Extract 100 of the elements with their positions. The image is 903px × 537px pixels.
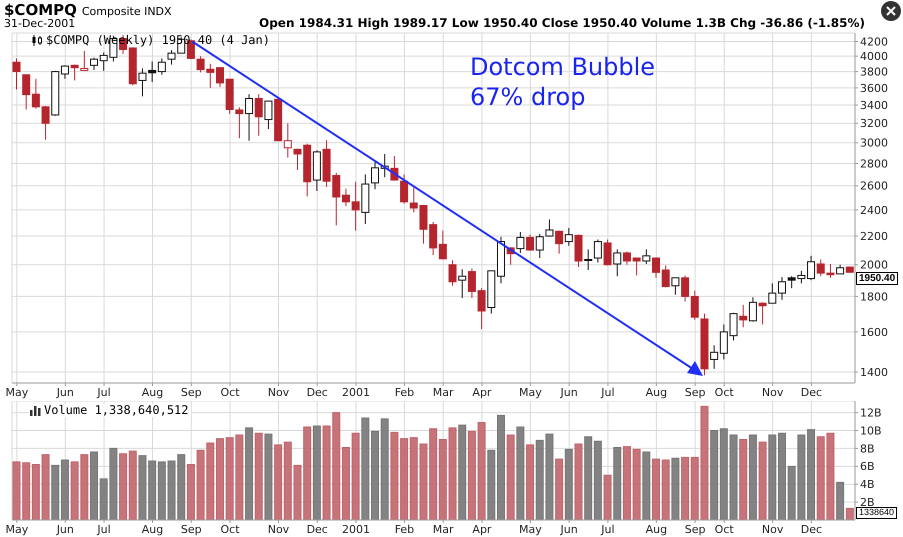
bar [516,426,524,520]
x-tick-label: May [5,522,29,536]
x-tick-label: Sep [180,386,202,399]
bar [274,444,282,520]
x-tick-label: Apr [472,522,492,536]
text: 1338640 [859,507,894,518]
y-tick-label: 2800 [860,157,888,170]
y-tick-label: 6B [860,460,875,474]
y-tick-label: 2200 [860,230,888,243]
y-tick-label: 2B [860,496,875,510]
bar [80,454,88,520]
candlestick [526,234,534,252]
bar [613,447,622,520]
bar [70,461,79,520]
bar [254,432,263,520]
candlestick [826,263,834,278]
y-tick-label: 2000 [860,258,888,272]
x-tick-label: 2001 [342,522,370,536]
x-tick-label: May [5,386,29,399]
candlestick [836,264,844,274]
y-tick-label: 1800 [860,290,888,304]
x-tick-label: Jul [96,386,111,399]
x-tick-label: Dec [800,522,822,536]
annotation: 67% drop [470,83,586,111]
bar [555,458,564,520]
candlestick [448,260,457,286]
x-tick-label: Nov [762,386,784,399]
y-tick-label: 2600 [860,180,888,193]
candlestick [739,304,748,328]
candlestick [710,344,718,370]
bar [128,450,137,520]
x-tick-label: May [519,522,542,536]
candlestick [22,74,30,110]
x-tick-label: Dec [306,522,328,536]
candlestick [284,122,292,158]
candlestick [555,230,564,254]
bar [826,432,834,520]
x-tick-label: Feb [394,386,414,399]
candlestick [613,248,622,277]
y-tick-label: 4000 [860,50,888,64]
bar [506,434,515,520]
candlestick [748,296,757,322]
text: 1950.40 [859,273,896,284]
candlestick [264,100,272,130]
x-tick-label: Aug [646,386,668,399]
bar [564,448,573,520]
y-tick-label: 3400 [860,98,888,112]
candlestick [671,277,680,296]
annotation: Dotcom Bubble [470,53,656,81]
candlestick [690,290,699,320]
chart-title: $COMPQ [4,1,77,19]
candlestick [245,94,254,142]
candlestick [604,238,612,266]
x-tick-label: Nov [268,522,290,536]
x-tick-label: Jul [600,386,615,399]
bar [604,474,612,520]
x-tick-label: Nov [268,386,290,399]
x-tick-label: Jul [600,522,615,536]
candlestick [254,94,263,136]
candlestick [70,64,79,81]
candlestick [235,106,244,139]
candlestick [642,248,650,264]
bar [816,436,825,520]
bar [458,424,466,520]
bar [119,453,128,520]
y-tick-label: 1400 [860,366,888,379]
candlestick [594,238,602,263]
candlestick [458,268,466,299]
y-tick-label: 8B [860,442,875,456]
x-tick-label: Oct [714,386,734,399]
candlestick [400,174,408,204]
x-tick-label: Sep [180,522,202,536]
annotation: Volume 1,338,640,512 [44,403,188,418]
bar [536,440,544,520]
candlestick [80,50,88,72]
y-tick-label: 2400 [860,204,888,217]
bar [545,434,554,520]
x-tick-label: Jun [56,522,74,536]
bar [526,444,534,520]
bar [642,452,650,520]
x-tick-label: Dec [306,386,328,399]
candlestick [816,259,825,277]
bar [322,426,331,520]
text: Open 1984.31 High 1989.17 Low 1950.40 Close 1950.40 Volume 1.3B Chg -36.86 (-1.85%) [259,16,865,30]
bar [739,438,748,520]
x-tick-label: Jun [560,386,578,399]
y-tick-label: 3200 [860,117,888,130]
bar [758,442,767,520]
chart-subtitle: Composite INDX [82,5,172,18]
candlestick [438,230,447,260]
x-tick-label: Jun [560,522,578,536]
bar [245,427,254,520]
candlestick [545,218,554,238]
candlestick [681,274,690,302]
bar [671,458,680,520]
candlestick [158,58,166,76]
candlestick [516,231,524,254]
bar [109,448,118,520]
y-tick-label: 3800 [860,66,888,78]
y-tick-label: 3600 [860,82,888,95]
